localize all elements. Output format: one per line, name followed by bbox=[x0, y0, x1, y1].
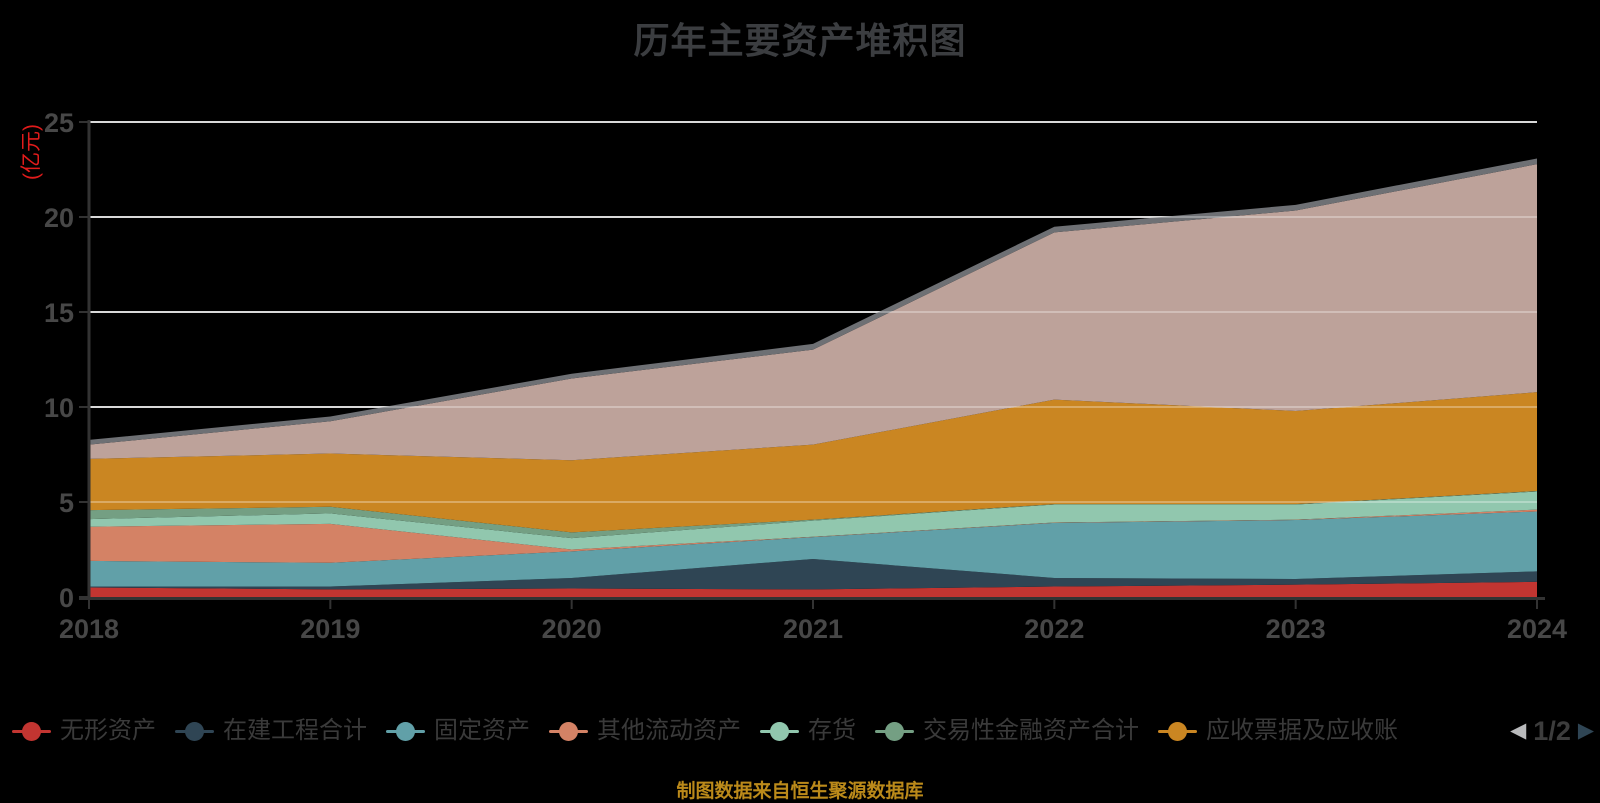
legend-item-3[interactable]: 固定资产 bbox=[386, 712, 530, 750]
legend-line-circle-icon bbox=[875, 721, 914, 741]
legend-circle-icon bbox=[559, 721, 578, 741]
x-axis-label-2023: 2023 bbox=[1266, 614, 1326, 644]
x-axis-label-2018: 2018 bbox=[59, 614, 119, 644]
area-series-5[interactable] bbox=[89, 491, 1537, 550]
legend-item-1[interactable]: 无形资产 bbox=[12, 712, 156, 750]
x-axis-label-2021: 2021 bbox=[783, 614, 843, 644]
legend-line-circle-icon bbox=[760, 721, 799, 741]
legend-next-icon[interactable]: ▶ bbox=[1577, 719, 1594, 742]
legend-circle-icon bbox=[22, 721, 41, 741]
area-series-7[interactable] bbox=[89, 392, 1537, 533]
legend-item-label: 固定资产 bbox=[434, 717, 530, 744]
source-note: 制图数据来自恒生聚源数据库 bbox=[676, 781, 924, 802]
legend-prev-icon[interactable]: ◀ bbox=[1510, 719, 1527, 742]
y-axis-label-0: 0 bbox=[59, 583, 74, 613]
legend-item-4[interactable]: 其他流动资产 bbox=[549, 712, 741, 750]
legend-item-label: 其他流动资产 bbox=[597, 717, 741, 744]
area-series-8[interactable] bbox=[89, 164, 1537, 461]
y-axis-label-10: 10 bbox=[44, 393, 74, 423]
area-series-6[interactable] bbox=[89, 490, 1537, 539]
legend-circle-icon bbox=[770, 721, 789, 741]
legend-item-label: 应收票据及应收账 bbox=[1206, 717, 1398, 744]
area-series-3[interactable] bbox=[89, 511, 1537, 587]
legend-circle-icon bbox=[185, 721, 204, 741]
legend-item-2[interactable]: 在建工程合计 bbox=[175, 712, 367, 750]
legend-page-indicator: 1/2 bbox=[1533, 715, 1571, 746]
legend-line-circle-icon bbox=[1158, 721, 1197, 741]
legend-pagination: ◀ 1/2 ▶ bbox=[1510, 712, 1594, 750]
page-title: 历年主要资产堆积图 bbox=[633, 20, 967, 61]
legend-item-label: 交易性金融资产合计 bbox=[923, 717, 1139, 744]
legend-item-label: 在建工程合计 bbox=[223, 717, 367, 744]
legend-item-5[interactable]: 存货 bbox=[760, 712, 856, 750]
legend-item-label: 存货 bbox=[808, 717, 856, 744]
legend-line-circle-icon bbox=[175, 721, 214, 741]
area-series-2[interactable] bbox=[89, 559, 1537, 590]
x-axis-label-2024: 2024 bbox=[1507, 614, 1567, 644]
y-axis-label-20: 20 bbox=[44, 203, 74, 233]
legend-item-6[interactable]: 交易性金融资产合计 bbox=[875, 712, 1139, 750]
legend-circle-icon bbox=[396, 721, 415, 741]
legend-bar: 无形资产 在建工程合计 固定资产 其他流动资产 存货 交易性金融资产合计 应收票据及应收账 bbox=[12, 712, 1600, 750]
x-axis-label-2020: 2020 bbox=[542, 614, 602, 644]
y-axis-label-5: 5 bbox=[59, 488, 74, 518]
legend-line-circle-icon bbox=[549, 721, 588, 741]
legend-item-label: 无形资产 bbox=[60, 717, 156, 744]
area-series-9[interactable] bbox=[89, 158, 1537, 445]
y-axis-label-15: 15 bbox=[44, 298, 74, 328]
legend-item-7[interactable]: 应收票据及应收账 bbox=[1158, 712, 1398, 750]
legend-circle-icon bbox=[1168, 721, 1187, 741]
y-axis-label-25: 25 bbox=[44, 108, 74, 138]
x-axis-label-2022: 2022 bbox=[1024, 614, 1084, 644]
legend-circle-icon bbox=[885, 721, 904, 741]
legend-line-circle-icon bbox=[12, 721, 51, 741]
x-axis-label-2019: 2019 bbox=[300, 614, 360, 644]
legend-line-circle-icon bbox=[386, 721, 425, 741]
area-series-4[interactable] bbox=[89, 509, 1537, 563]
